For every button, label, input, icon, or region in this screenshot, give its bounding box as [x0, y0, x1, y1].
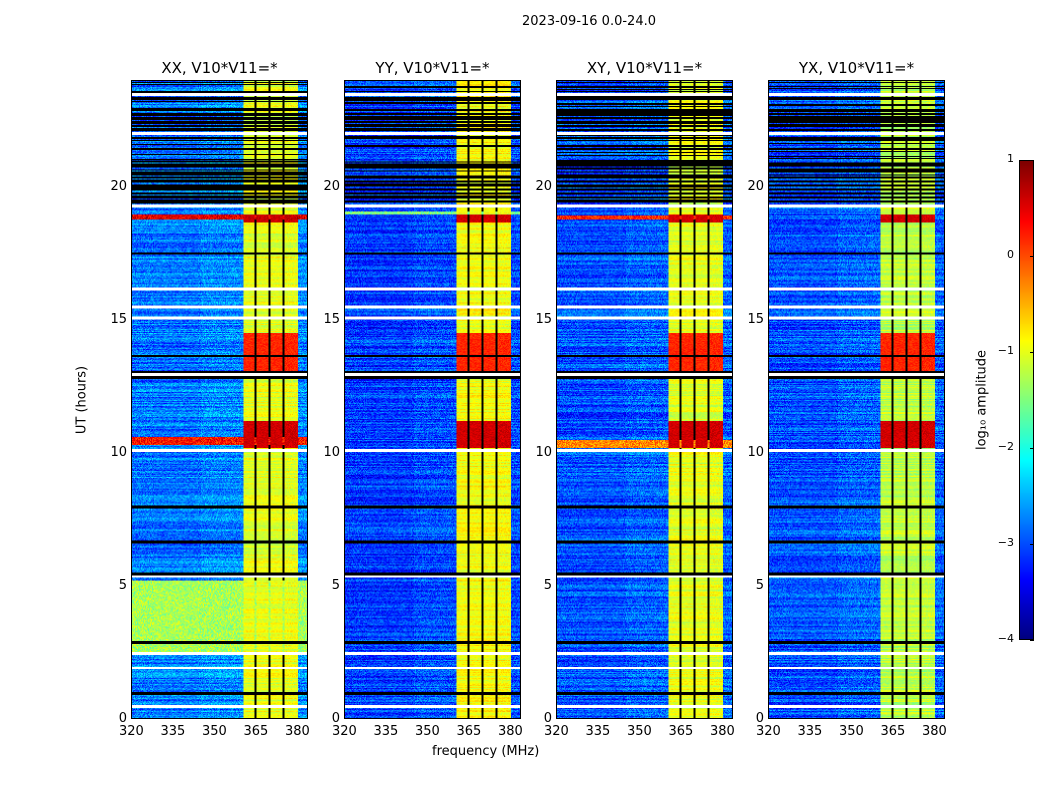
colorbar-tick-mark	[1030, 640, 1034, 641]
x-tick-label: 335	[373, 724, 399, 739]
panel-title: YY, V10*V11=*	[375, 59, 490, 77]
y-tick-label: 10	[323, 444, 340, 460]
y-tick-label: 0	[118, 711, 127, 726]
colorbar-tick-label: −2	[997, 440, 1014, 453]
colorbar-tick-label: −4	[997, 632, 1014, 645]
figure-title: 2023-09-16 0.0-24.0	[522, 14, 656, 29]
x-tick-label: 335	[797, 724, 823, 739]
x-tick-label: 320	[544, 724, 569, 739]
x-tick-label: 380	[921, 724, 947, 739]
panel-title: XY, V10*V11=*	[586, 59, 703, 77]
y-tick-label: 20	[535, 178, 552, 194]
y-axis-label: UT (hours)	[74, 365, 90, 435]
spectrogram-image	[132, 81, 307, 718]
x-tick-label: 350	[838, 724, 864, 739]
spectrogram-panel	[131, 80, 308, 719]
x-tick-label: 365	[243, 724, 269, 739]
x-tick-label: 350	[414, 724, 440, 739]
colorbar	[1019, 160, 1034, 640]
spectrogram-image	[769, 81, 944, 718]
y-tick-label: 10	[535, 444, 552, 460]
y-tick-label: 5	[118, 577, 127, 593]
spectrogram-panel	[768, 80, 945, 719]
y-tick-label: 15	[747, 311, 764, 327]
y-tick-label: 10	[747, 444, 764, 460]
colorbar-tick-label: 0	[1007, 248, 1014, 261]
y-tick-label: 5	[755, 577, 764, 593]
x-tick-label: 335	[160, 724, 186, 739]
spectrogram-image	[557, 81, 732, 718]
y-tick-label: 20	[110, 178, 127, 194]
x-tick-label: 335	[585, 724, 611, 739]
colorbar-tick-label: 1	[1007, 152, 1014, 165]
colorbar-tick-mark	[1030, 256, 1034, 257]
y-tick-label: 5	[331, 577, 340, 593]
y-tick-label: 10	[110, 444, 127, 460]
colorbar-tick-mark	[1030, 352, 1034, 353]
panel-title: YX, V10*V11=*	[798, 59, 915, 77]
x-tick-label: 320	[756, 724, 781, 739]
x-tick-label: 365	[880, 724, 906, 739]
colorbar-label: log₁₀ amplitude	[974, 349, 990, 451]
y-tick-label: 20	[747, 178, 764, 194]
panel-title: XX, V10*V11=*	[161, 59, 278, 77]
y-tick-label: 15	[535, 311, 552, 327]
x-tick-label: 380	[497, 724, 523, 739]
colorbar-tick-mark	[1030, 160, 1034, 161]
x-tick-label: 380	[709, 724, 735, 739]
x-tick-label: 320	[119, 724, 144, 739]
x-tick-label: 350	[201, 724, 227, 739]
colorbar-tick-label: −1	[997, 344, 1014, 357]
x-tick-label: 365	[456, 724, 482, 739]
y-tick-label: 0	[331, 711, 340, 726]
y-tick-label: 5	[543, 577, 552, 593]
y-tick-label: 15	[110, 311, 127, 327]
colorbar-tick-label: −3	[997, 536, 1014, 549]
colorbar-tick-mark	[1030, 448, 1034, 449]
y-tick-label: 15	[323, 311, 340, 327]
y-tick-label: 0	[755, 711, 764, 726]
spectrogram-image	[345, 81, 520, 718]
y-tick-label: 20	[323, 178, 340, 194]
x-tick-label: 320	[332, 724, 357, 739]
x-tick-label: 350	[626, 724, 652, 739]
x-axis-label: frequency (MHz)	[432, 744, 540, 759]
x-tick-label: 365	[668, 724, 694, 739]
y-tick-label: 0	[543, 711, 552, 726]
x-tick-label: 380	[284, 724, 310, 739]
spectrogram-panel	[556, 80, 733, 719]
spectrogram-panel	[344, 80, 521, 719]
colorbar-tick-mark	[1030, 544, 1034, 545]
